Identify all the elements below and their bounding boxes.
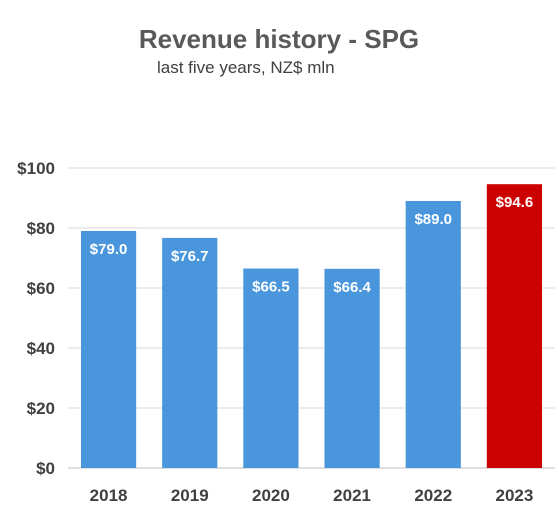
y-tick-label: $0 (36, 459, 55, 478)
chart-title: Revenue history - SPG (138, 24, 420, 54)
x-tick-label: 2018 (90, 486, 128, 505)
x-tick-label: 2019 (171, 486, 209, 505)
data-label: $66.5 (252, 279, 290, 296)
bar (162, 237, 218, 468)
y-tick-label: $20 (27, 399, 55, 418)
data-label: $76.7 (171, 248, 209, 265)
y-tick-label: $100 (17, 159, 55, 178)
bar (405, 201, 461, 468)
data-label: $79.0 (90, 241, 128, 258)
bar (324, 268, 380, 468)
x-tick-label: 2023 (496, 486, 534, 505)
y-tick-label: $40 (27, 339, 55, 358)
bar (243, 268, 299, 468)
bar (80, 231, 137, 468)
y-tick-label: $60 (27, 279, 55, 298)
bar (486, 184, 543, 468)
x-tick-label: 2021 (333, 486, 371, 505)
data-label: $94.6 (496, 194, 534, 211)
x-tick-label: 2022 (414, 486, 452, 505)
data-label: $66.4 (333, 279, 371, 296)
y-tick-label: $80 (27, 219, 55, 238)
chart-subtitle: last five years, NZ$ mln (157, 58, 335, 77)
x-tick-label: 2020 (252, 486, 290, 505)
data-label: $89.0 (414, 211, 452, 228)
